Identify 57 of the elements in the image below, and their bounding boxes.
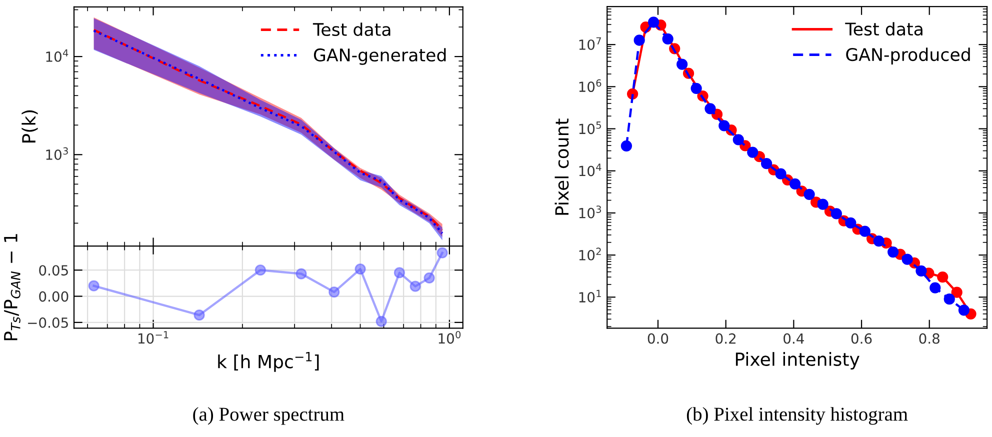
point [859, 226, 870, 237]
point [747, 146, 758, 158]
point [845, 217, 856, 228]
y-axis-title: P$_{Ts}$/P$_{GAN}$ − 1 [4, 234, 20, 340]
point [718, 120, 730, 132]
point [789, 178, 801, 190]
point [830, 208, 842, 220]
y-tick-label: −0.05 [28, 317, 68, 328]
point [775, 168, 786, 180]
point [944, 294, 955, 305]
y-tick-label: 0.00 [39, 291, 68, 302]
point [817, 198, 828, 210]
point [804, 188, 815, 200]
legend-label: GAN-generated [314, 48, 446, 65]
point [690, 82, 702, 94]
point [930, 282, 941, 294]
y-tick-label: 10$^{3}$ [46, 147, 68, 160]
legend-label: Test data [845, 22, 922, 36]
x-tick-label: 0.2 [716, 333, 736, 344]
point [916, 265, 927, 276]
point [760, 158, 772, 170]
point [676, 58, 688, 70]
legend-label: Test data [312, 22, 390, 36]
point [888, 246, 899, 258]
point [873, 235, 884, 247]
point [662, 33, 674, 45]
y-tick-label: 10$^{5}$ [579, 122, 601, 134]
point [958, 304, 970, 316]
x-tick-label: 0.6 [851, 333, 872, 344]
y-tick-label: 10$^{3}$ [579, 206, 602, 218]
x-tick-label: 10$^{−1}$ [138, 331, 168, 344]
y-tick-label: 0.05 [39, 265, 68, 276]
point [648, 16, 660, 28]
y-tick-label: 10$^{2}$ [579, 248, 601, 260]
point [732, 134, 744, 146]
text: (b) Pixel intensity histogram [686, 407, 908, 425]
x-tick-label: 0.0 [648, 333, 668, 344]
y-tick-label: 10$^{6}$ [579, 79, 602, 92]
y-tick-label: 10$^{4}$ [579, 164, 602, 176]
point [620, 140, 632, 152]
point [951, 286, 962, 298]
x-tick-label: 10$^{0}$ [438, 330, 461, 344]
y-tick-label: 10$^{7}$ [579, 37, 601, 50]
x-tick-label: 0.4 [784, 333, 804, 344]
y-axis-title: P(k) [22, 110, 38, 142]
x-axis-title: Pixel intenisty [736, 352, 860, 370]
x-tick-label: 0.8 [919, 333, 940, 344]
legend-label: GAN-produced [846, 48, 970, 64]
point [704, 103, 716, 114]
y-tick-label: 10$^{1}$ [579, 290, 601, 303]
text: (a) Power spectrum [193, 407, 344, 425]
point [937, 272, 948, 283]
y-tick-label: 10$^{4}$ [46, 49, 68, 62]
x-axis-title: k [h Mpc$^{−1}$] [218, 352, 319, 372]
y-axis-title: Pixel count [554, 118, 569, 215]
point [634, 34, 645, 46]
point [902, 254, 913, 265]
